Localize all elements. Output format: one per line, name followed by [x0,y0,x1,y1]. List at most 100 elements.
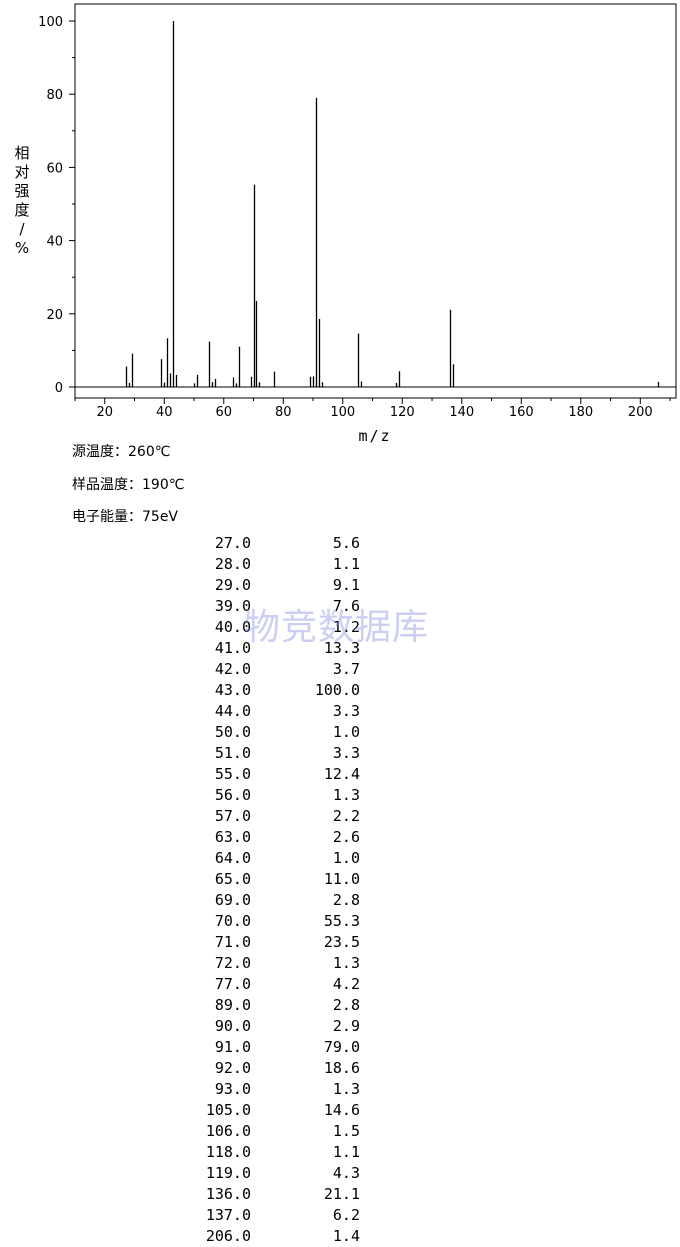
x-tick-label: 140 [449,405,474,420]
mz-value: 41.0 [214,639,251,657]
mz-value: 57.0 [214,807,251,825]
intensity-value: 4.3 [332,1164,360,1182]
y-tick-label: 40 [46,235,63,250]
mz-value: 137.0 [205,1206,251,1224]
axis-layer: 0 20 40 60 80 100 20 40 60 80 100 120 140 160 180 200 [38,15,676,420]
mz-value: 69.0 [214,891,251,909]
y-axis-label: 相对强度/% [14,144,29,257]
table-row: 41.0 13.3 [0,638,680,659]
x-tick-label: 100 [330,405,355,420]
table-row: 118.0 1.1 [0,1142,680,1163]
x-tick-label: 40 [156,405,173,420]
x-tick-label: 200 [628,405,653,420]
x-tick-label: 180 [568,405,593,420]
intensity-value: 11.0 [323,870,360,888]
intensity-value: 1.0 [332,849,360,867]
intensity-value: 2.8 [332,891,360,909]
table-row: 77.0 4.2 [0,974,680,995]
mz-value: 50.0 [214,723,251,741]
mz-value: 206.0 [205,1227,251,1245]
table-row: 55.0 12.4 [0,764,680,785]
mz-value: 43.0 [214,681,251,699]
intensity-value: 14.6 [323,1101,360,1119]
x-axis-label: m/z [358,427,391,445]
table-row: 71.0 23.5 [0,932,680,953]
mz-value: 29.0 [214,576,251,594]
mz-value: 106.0 [205,1122,251,1140]
intensity-value: 55.3 [323,912,360,930]
mz-value: 39.0 [214,597,251,615]
table-row: 51.0 3.3 [0,743,680,764]
intensity-value: 21.1 [323,1185,360,1203]
y-tick-label: 60 [46,161,63,176]
mz-value: 89.0 [214,996,251,1014]
mz-value: 71.0 [214,933,251,951]
y-tick-label: 0 [55,381,63,396]
intensity-value: 1.1 [332,1143,360,1161]
mz-value: 136.0 [205,1185,251,1203]
table-row: 69.0 2.8 [0,890,680,911]
intensity-value: 1.3 [332,786,360,804]
intensity-value: 5.6 [332,534,360,552]
intensity-value: 4.2 [332,975,360,993]
table-row: 28.0 1.1 [0,554,680,575]
x-tick-label: 160 [509,405,534,420]
intensity-value: 2.2 [332,807,360,825]
table-row: 136.0 21.1 [0,1184,680,1205]
intensity-value: 100.0 [314,681,360,699]
table-row: 89.0 2.8 [0,995,680,1016]
mz-value: 51.0 [214,744,251,762]
intensity-value: 1.4 [332,1227,360,1245]
intensity-value: 2.8 [332,996,360,1014]
mz-value: 28.0 [214,555,251,573]
table-row: 50.0 1.0 [0,722,680,743]
mz-value: 90.0 [214,1017,251,1035]
table-row: 137.0 6.2 [0,1205,680,1226]
mz-value: 91.0 [214,1038,251,1056]
intensity-value: 79.0 [323,1038,360,1056]
x-tick-label: 20 [96,405,113,420]
intensity-value: 3.3 [332,744,360,762]
table-row: 40.0 1.2 [0,617,680,638]
table-row: 92.0 18.6 [0,1058,680,1079]
mz-value: 92.0 [214,1059,251,1077]
intensity-value: 1.1 [332,555,360,573]
table-row: 93.0 1.3 [0,1079,680,1100]
intensity-value: 7.6 [332,597,360,615]
source-temperature: 源温度：260℃ [72,444,171,460]
plot-area-frame [74,3,677,399]
y-tick-label: 20 [46,308,63,323]
y-tick-label: 80 [46,88,63,103]
mz-value: 105.0 [205,1101,251,1119]
intensity-value: 12.4 [323,765,360,783]
table-row: 106.0 1.5 [0,1121,680,1142]
table-row: 72.0 1.3 [0,953,680,974]
mz-value: 64.0 [214,849,251,867]
intensity-value: 1.2 [332,618,360,636]
table-row: 65.0 11.0 [0,869,680,890]
intensity-value: 3.7 [332,660,360,678]
mz-value: 118.0 [205,1143,251,1161]
electron-energy: 电子能量：75eV [72,509,179,525]
mz-value: 44.0 [214,702,251,720]
table-row: 29.0 9.1 [0,575,680,596]
intensity-value: 23.5 [323,933,360,951]
table-row: 44.0 3.3 [0,701,680,722]
mz-value: 72.0 [214,954,251,972]
mz-value: 40.0 [214,618,251,636]
sample-temperature: 样品温度：190℃ [72,477,185,493]
mz-value: 55.0 [214,765,251,783]
table-row: 206.0 1.4 [0,1226,680,1247]
mz-value: 56.0 [214,786,251,804]
x-tick-label: 120 [390,405,415,420]
intensity-value: 13.3 [323,639,360,657]
x-tick-label: 80 [275,405,292,420]
table-row: 90.0 2.9 [0,1016,680,1037]
mz-value: 65.0 [214,870,251,888]
table-row: 39.0 7.6 [0,596,680,617]
intensity-value: 1.5 [332,1122,360,1140]
table-row: 70.0 55.3 [0,911,680,932]
y-tick-label: 100 [38,15,63,30]
intensity-value: 1.0 [332,723,360,741]
intensity-value: 2.9 [332,1017,360,1035]
